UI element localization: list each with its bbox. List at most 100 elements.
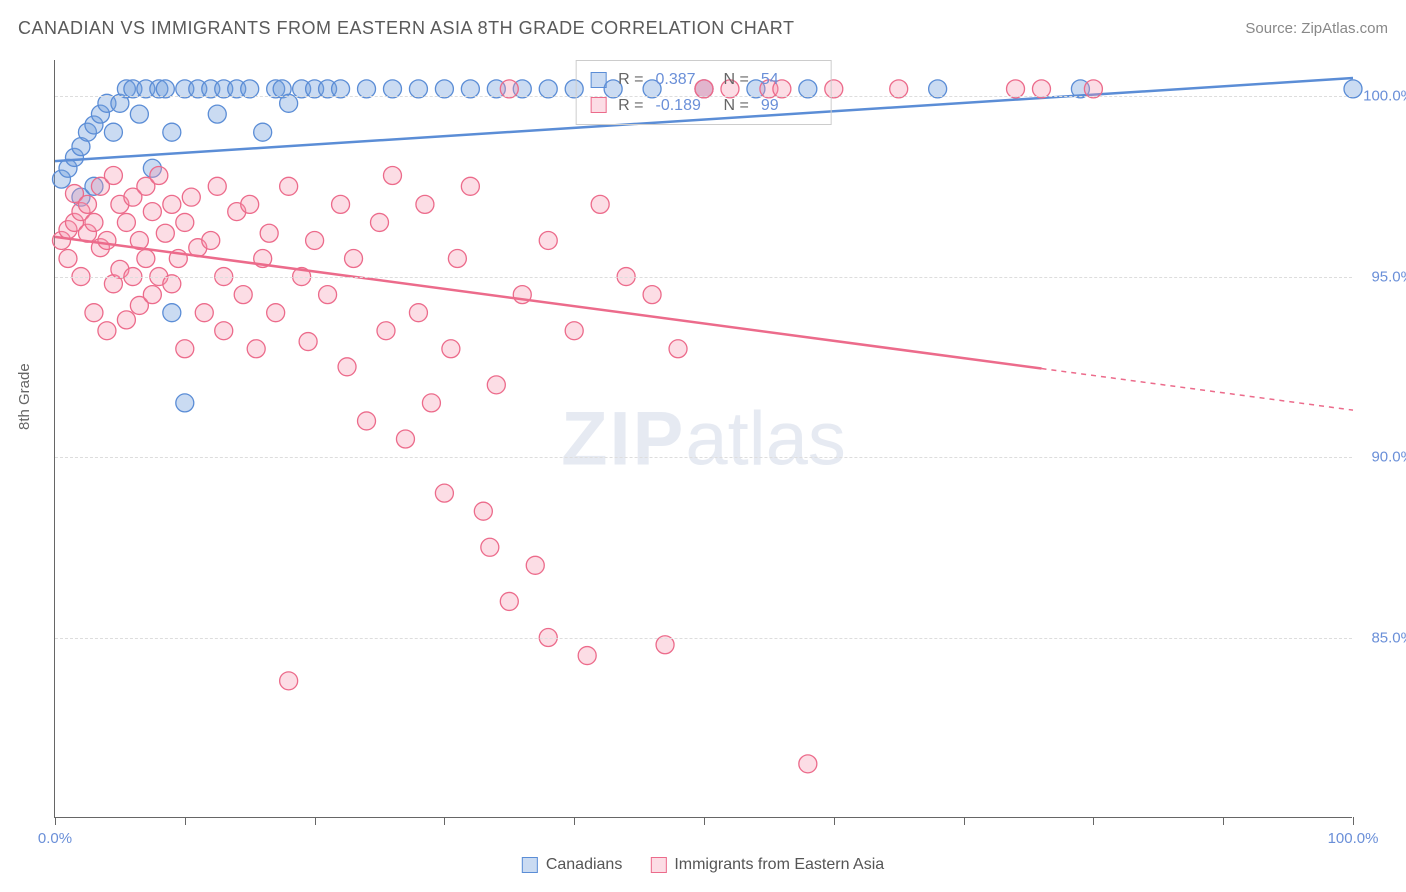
y-tick-label: 95.0% <box>1371 268 1406 285</box>
plot-svg <box>55 60 1352 817</box>
legend-swatch-pink <box>650 857 666 873</box>
scatter-point-immigrants <box>98 231 116 249</box>
title-bar: CANADIAN VS IMMIGRANTS FROM EASTERN ASIA… <box>18 18 1388 39</box>
stats-box: R = 0.387 N = 54 R = -0.189 N = 99 <box>575 60 832 125</box>
scatter-point-immigrants <box>442 340 460 358</box>
scatter-point-immigrants <box>195 304 213 322</box>
scatter-point-immigrants <box>306 231 324 249</box>
scatter-point-immigrants <box>202 231 220 249</box>
x-tick <box>185 817 186 825</box>
bottom-legend: Canadians Immigrants from Eastern Asia <box>522 856 884 874</box>
gridline <box>55 96 1352 97</box>
x-tick <box>315 817 316 825</box>
scatter-point-immigrants <box>591 195 609 213</box>
y-tick-label: 90.0% <box>1371 449 1406 466</box>
scatter-point-immigrants <box>377 322 395 340</box>
scatter-point-immigrants <box>247 340 265 358</box>
scatter-point-immigrants <box>260 224 278 242</box>
scatter-point-immigrants <box>299 333 317 351</box>
scatter-point-immigrants <box>117 311 135 329</box>
legend-item-canadians: Canadians <box>522 856 623 874</box>
scatter-point-immigrants <box>332 195 350 213</box>
scatter-point-immigrants <box>565 322 583 340</box>
y-tick-label: 85.0% <box>1371 629 1406 646</box>
scatter-point-immigrants <box>215 322 233 340</box>
y-tick-label: 100.0% <box>1363 88 1406 105</box>
x-tick <box>964 817 965 825</box>
scatter-point-immigrants <box>163 195 181 213</box>
scatter-point-immigrants <box>345 250 363 268</box>
source-attribution: Source: ZipAtlas.com <box>1245 20 1388 37</box>
scatter-point-immigrants <box>526 556 544 574</box>
stats-row-canadians: R = 0.387 N = 54 <box>590 67 817 93</box>
scatter-point-immigrants <box>487 376 505 394</box>
scatter-point-immigrants <box>448 250 466 268</box>
scatter-point-immigrants <box>176 340 194 358</box>
scatter-point-immigrants <box>59 250 77 268</box>
trend-line-dashed-immigrants <box>1041 369 1353 411</box>
x-tick <box>1093 817 1094 825</box>
scatter-point-immigrants <box>481 538 499 556</box>
scatter-point-immigrants <box>338 358 356 376</box>
swatch-blue <box>590 72 606 88</box>
scatter-point-immigrants <box>799 755 817 773</box>
scatter-point-immigrants <box>643 286 661 304</box>
trend-line-immigrants <box>55 237 1041 369</box>
scatter-point-canadians <box>163 123 181 141</box>
scatter-point-immigrants <box>104 167 122 185</box>
n-value-canadians: 54 <box>761 67 817 93</box>
scatter-point-immigrants <box>396 430 414 448</box>
swatch-pink <box>590 97 606 113</box>
legend-label-immigrants: Immigrants from Eastern Asia <box>674 856 884 874</box>
scatter-point-immigrants <box>78 195 96 213</box>
legend-swatch-blue <box>522 857 538 873</box>
scatter-point-immigrants <box>416 195 434 213</box>
scatter-point-immigrants <box>539 231 557 249</box>
scatter-point-immigrants <box>85 213 103 231</box>
x-tick <box>1223 817 1224 825</box>
x-tick <box>444 817 445 825</box>
x-tick <box>834 817 835 825</box>
gridline <box>55 638 1352 639</box>
scatter-point-immigrants <box>422 394 440 412</box>
scatter-point-canadians <box>254 123 272 141</box>
scatter-point-immigrants <box>85 304 103 322</box>
scatter-point-immigrants <box>208 177 226 195</box>
r-value-canadians: 0.387 <box>656 67 712 93</box>
scatter-point-immigrants <box>234 286 252 304</box>
x-tick <box>55 817 56 825</box>
scatter-point-immigrants <box>461 177 479 195</box>
chart-title: CANADIAN VS IMMIGRANTS FROM EASTERN ASIA… <box>18 18 794 39</box>
scatter-point-immigrants <box>383 167 401 185</box>
gridline <box>55 277 1352 278</box>
scatter-point-immigrants <box>500 592 518 610</box>
scatter-point-canadians <box>104 123 122 141</box>
scatter-point-immigrants <box>474 502 492 520</box>
gridline <box>55 457 1352 458</box>
legend-item-immigrants: Immigrants from Eastern Asia <box>650 856 884 874</box>
x-tick <box>574 817 575 825</box>
scatter-point-immigrants <box>176 213 194 231</box>
scatter-point-immigrants <box>578 647 596 665</box>
scatter-point-immigrants <box>280 672 298 690</box>
scatter-point-canadians <box>130 105 148 123</box>
source-label: Source: <box>1245 20 1301 37</box>
n-label: N = <box>724 67 749 93</box>
x-tick-label: 100.0% <box>1328 830 1379 847</box>
scatter-point-immigrants <box>371 213 389 231</box>
scatter-point-immigrants <box>267 304 285 322</box>
scatter-point-immigrants <box>280 177 298 195</box>
scatter-point-immigrants <box>143 203 161 221</box>
scatter-point-immigrants <box>319 286 337 304</box>
r-label: R = <box>618 67 643 93</box>
scatter-point-immigrants <box>241 195 259 213</box>
x-tick-label: 0.0% <box>38 830 72 847</box>
y-axis-label: 8th Grade <box>16 363 33 430</box>
scatter-point-immigrants <box>182 188 200 206</box>
chart-container: CANADIAN VS IMMIGRANTS FROM EASTERN ASIA… <box>0 0 1406 892</box>
scatter-point-immigrants <box>409 304 427 322</box>
scatter-point-immigrants <box>98 322 116 340</box>
scatter-point-immigrants <box>117 213 135 231</box>
scatter-point-immigrants <box>143 286 161 304</box>
scatter-point-canadians <box>208 105 226 123</box>
